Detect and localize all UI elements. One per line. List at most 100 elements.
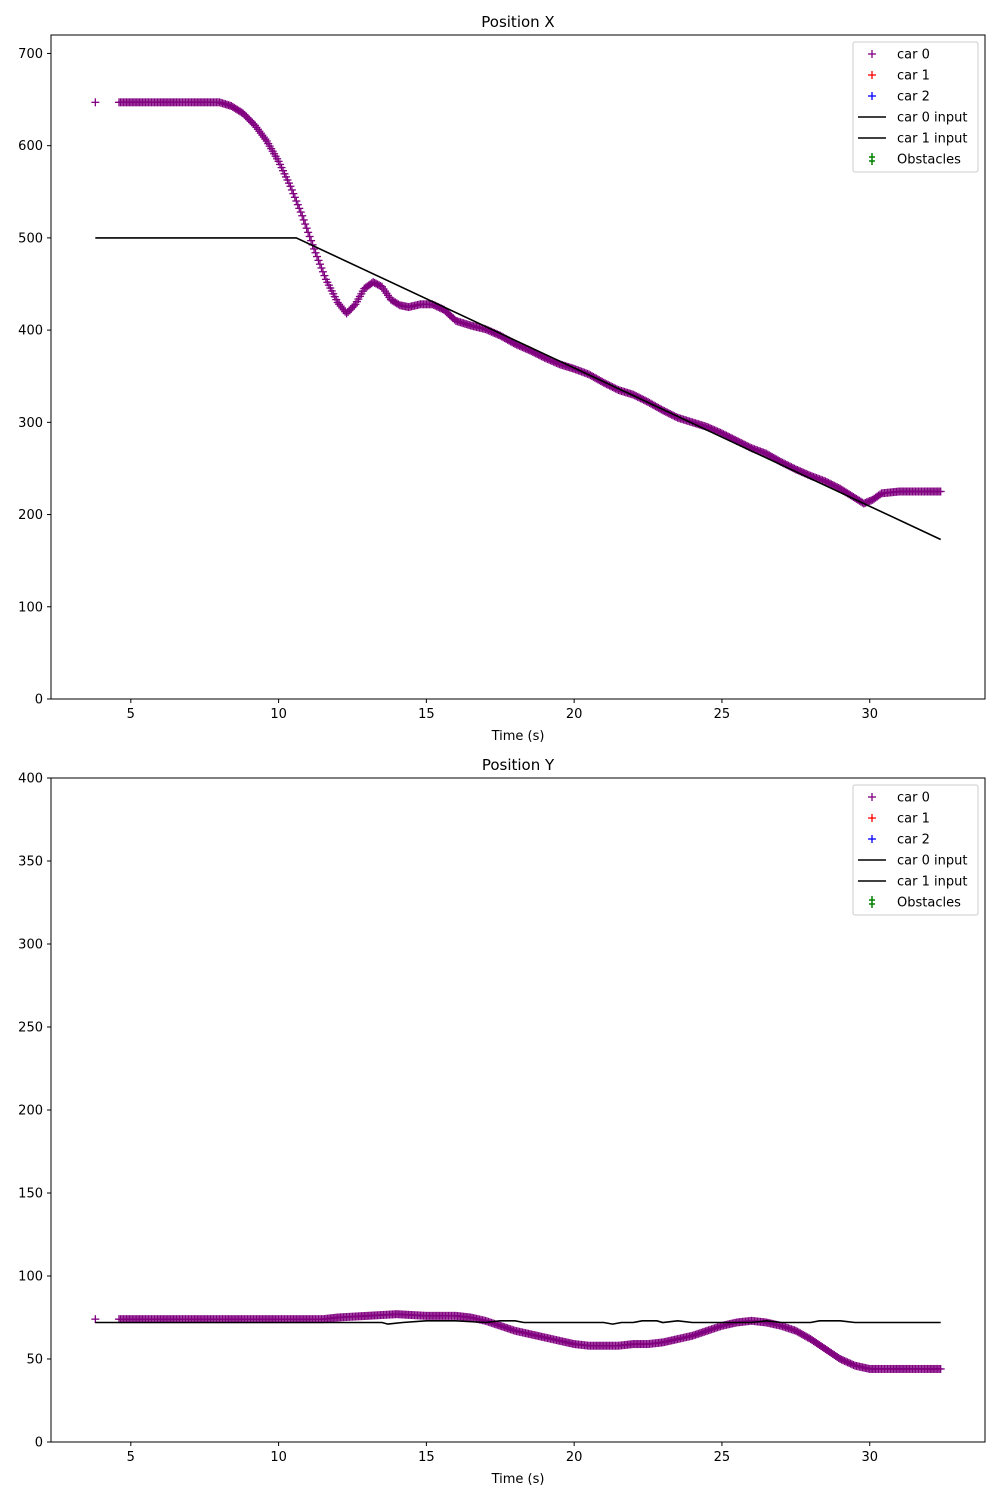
legend-label: Obstacles <box>897 896 961 911</box>
y-tick-label-600: 600 <box>18 139 43 154</box>
x-tick-label-30: 30 <box>861 1450 878 1465</box>
chart-title: Position X <box>481 13 554 31</box>
legend-label: car 0 <box>897 791 930 806</box>
data-point-99 <box>261 135 270 144</box>
data-point-116 <box>286 182 295 191</box>
chart-position-y: Position Y Time (s) 5 10 15 20 25 30050100150… <box>18 756 986 1487</box>
data-point-126 <box>301 220 310 229</box>
data-point-133 <box>311 248 320 257</box>
legend-item-1: car 1 <box>868 69 930 84</box>
data-point-123 <box>296 208 305 217</box>
data-point-124 <box>298 211 307 220</box>
plot-frame <box>50 34 986 700</box>
data-point-127 <box>302 224 311 233</box>
series-car-0 <box>91 1310 945 1373</box>
x-tick-label-15: 15 <box>418 707 435 722</box>
legend-item-2: car 2 <box>868 90 930 105</box>
y-tick-label-0: 0 <box>35 693 43 708</box>
y-tick-label-500: 500 <box>18 231 43 246</box>
data-point-135 <box>314 256 323 265</box>
legend-marker <box>868 814 876 822</box>
chart-position-x: Position X Time (s) 5 10 15 20 25 30010020030… <box>18 13 986 744</box>
legend-item-0: car 0 <box>868 48 930 63</box>
series-line <box>95 237 942 541</box>
data-point-129 <box>305 232 314 241</box>
legend-label: car 1 input <box>897 132 967 147</box>
data-point-125 <box>299 215 308 224</box>
data-point-121 <box>293 200 302 209</box>
legend-item-3: car 0 input <box>858 854 967 869</box>
data-point-138 <box>318 267 327 276</box>
x-tick-label-20: 20 <box>566 707 583 722</box>
legend-item-0: car 0 <box>868 791 930 806</box>
legend-item-4: car 1 input <box>858 875 967 890</box>
legend-marker <box>868 835 876 843</box>
legend-item-1: car 1 <box>868 812 930 827</box>
series-car-0-input <box>95 237 942 541</box>
series-car-0 <box>91 98 945 508</box>
legend-label: car 2 <box>897 90 930 105</box>
y-tick-label-100: 100 <box>18 1270 43 1285</box>
legend: car 0 car 1 car 2 car 0 input car 1 input Obs… <box>852 41 979 173</box>
data-point-556 <box>936 487 945 496</box>
chart-marks <box>91 1310 945 1373</box>
legend-box <box>852 784 979 916</box>
data-point-122 <box>295 204 304 213</box>
legend-label: car 1 input <box>897 875 967 890</box>
data-point-119 <box>290 193 299 202</box>
y-tick-label-150: 150 <box>18 1187 43 1202</box>
legend-label: Obstacles <box>897 153 961 168</box>
data-point-118 <box>289 189 298 198</box>
legend-label: car 0 <box>897 48 930 63</box>
y-tick-label-700: 700 <box>18 47 43 62</box>
chart-marks <box>91 98 945 541</box>
series-car-0-input <box>95 1319 941 1325</box>
y-tick-label-400: 400 <box>18 324 43 339</box>
legend-item-2: car 2 <box>868 833 930 848</box>
data-point-130 <box>307 236 316 245</box>
y-tick-label-300: 300 <box>18 416 43 431</box>
x-tick-label-10: 10 <box>270 1450 287 1465</box>
data-point-117 <box>287 185 296 194</box>
legend-item-5: Obstacles <box>869 896 961 911</box>
x-axis-label: Time (s) <box>491 729 545 744</box>
y-tick-label-300: 300 <box>18 938 43 953</box>
y-tick-label-400: 400 <box>18 772 43 787</box>
data-point-134 <box>313 252 322 261</box>
legend-label: car 0 input <box>897 111 967 126</box>
y-tick-label-50: 50 <box>26 1353 43 1368</box>
x-tick-label-25: 25 <box>714 707 731 722</box>
legend-marker <box>868 50 876 58</box>
legend-item-3: car 0 input <box>858 111 967 126</box>
series-line <box>95 1319 941 1325</box>
legend-item-4: car 1 input <box>858 132 967 147</box>
data-point-139 <box>320 271 329 280</box>
legend-marker <box>868 71 876 79</box>
y-tick-label-200: 200 <box>18 508 43 523</box>
data-point-120 <box>292 197 301 205</box>
legend-label: car 2 <box>897 833 930 848</box>
legend-label: car 0 input <box>897 854 967 869</box>
legend-label: car 1 <box>897 69 930 84</box>
legend-item-5: Obstacles <box>869 153 961 168</box>
data-point-128 <box>304 228 313 237</box>
chart-title: Position Y <box>482 756 555 774</box>
y-tick-label-250: 250 <box>18 1021 43 1036</box>
x-tick-label-5: 5 <box>127 707 135 722</box>
y-tick-label-350: 350 <box>18 855 43 870</box>
y-tick-label-0: 0 <box>35 1436 43 1451</box>
data-point-136 <box>315 260 324 269</box>
x-tick-label-30: 30 <box>861 707 878 722</box>
data-point-137 <box>317 263 326 272</box>
x-tick-label-15: 15 <box>418 1450 435 1465</box>
y-tick-label-200: 200 <box>18 1104 43 1119</box>
legend: car 0 car 1 car 2 car 0 input car 1 input Obs… <box>852 784 979 916</box>
x-tick-label-25: 25 <box>714 1450 731 1465</box>
data-point-isolated-0 <box>91 98 100 107</box>
x-tick-label-10: 10 <box>270 707 287 722</box>
legend-marker <box>868 793 876 801</box>
